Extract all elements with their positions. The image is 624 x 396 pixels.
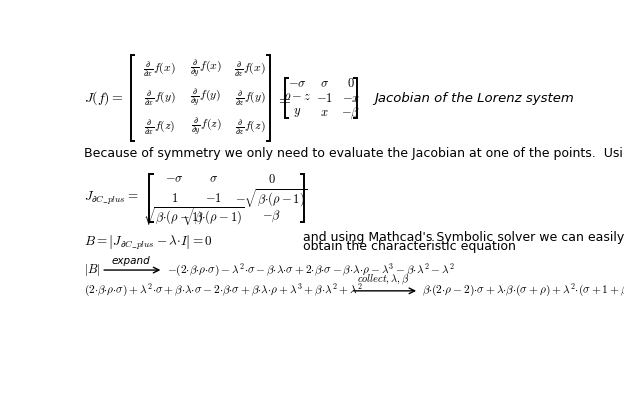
Text: $\sqrt{\beta{\cdot}(\rho-1)}$: $\sqrt{\beta{\cdot}(\rho-1)}$: [182, 205, 245, 228]
Text: $|B|$: $|B|$: [84, 262, 101, 278]
Text: $\beta{\cdot}(2{\cdot}\rho-2){\cdot}\sigma+\lambda{\cdot}\beta{\cdot}(\sigma+\rh: $\beta{\cdot}(2{\cdot}\rho-2){\cdot}\sig…: [422, 282, 624, 299]
Text: $-\sigma$: $-\sigma$: [288, 77, 307, 90]
Text: $0$: $0$: [347, 77, 354, 90]
Text: $-1$: $-1$: [205, 192, 222, 205]
Text: Jacobian of the Lorenz system: Jacobian of the Lorenz system: [374, 92, 574, 105]
Text: $\sqrt{\beta{\cdot}(\rho-1)}$: $\sqrt{\beta{\cdot}(\rho-1)}$: [144, 205, 207, 228]
Text: $\frac{\partial}{\partial y}f(z)$: $\frac{\partial}{\partial y}f(z)$: [190, 117, 222, 138]
Text: $y$: $y$: [293, 107, 301, 120]
Text: $\frac{\partial}{\partial z}f(y)$: $\frac{\partial}{\partial z}f(y)$: [235, 89, 265, 108]
Text: $\frac{\partial}{\partial y}f(y)$: $\frac{\partial}{\partial y}f(y)$: [190, 88, 222, 109]
Text: $\frac{\partial}{\partial y}f(x)$: $\frac{\partial}{\partial y}f(x)$: [190, 58, 222, 80]
Text: Because of symmetry we only need to evaluate the Jacobian at one of the points. : Because of symmetry we only need to eval…: [84, 147, 624, 160]
Text: $B=\left|J_{\partial C\_plus}-\lambda{\cdot}I\right|=0$: $B=\left|J_{\partial C\_plus}-\lambda{\c…: [84, 233, 213, 251]
Text: $0$: $0$: [268, 173, 276, 186]
Text: $-\beta$: $-\beta$: [341, 105, 360, 121]
Text: $\frac{\partial}{\partial x}f(y)$: $\frac{\partial}{\partial x}f(y)$: [144, 89, 175, 108]
Text: $-1$: $-1$: [316, 92, 333, 105]
Text: $x$: $x$: [320, 107, 329, 120]
Text: $-\sqrt{\beta{\cdot}(\rho-1)}$: $-\sqrt{\beta{\cdot}(\rho-1)}$: [235, 187, 308, 210]
Text: $1$: $1$: [171, 192, 178, 205]
Text: $\sigma$: $\sigma$: [209, 173, 218, 186]
Text: $collect , \lambda , \beta$: $collect , \lambda , \beta$: [357, 272, 409, 287]
Text: $-x$: $-x$: [342, 92, 360, 105]
Text: $\frac{\partial}{\partial x}f(z)$: $\frac{\partial}{\partial x}f(z)$: [144, 118, 175, 137]
Text: $=$: $=$: [276, 91, 291, 106]
Text: $(2{\cdot}\beta{\cdot}\rho{\cdot}\sigma)+\lambda^2{\cdot}\sigma+\beta{\cdot}\lam: $(2{\cdot}\beta{\cdot}\rho{\cdot}\sigma)…: [84, 282, 364, 299]
Text: $\frac{\partial}{\partial z}f(z)$: $\frac{\partial}{\partial z}f(z)$: [235, 118, 265, 137]
Text: $-\sigma$: $-\sigma$: [165, 173, 184, 186]
Text: $\rho-z$: $\rho-z$: [283, 91, 311, 105]
Text: $J(f)=$: $J(f)=$: [84, 89, 124, 107]
Text: obtain the characteristic equation: obtain the characteristic equation: [303, 240, 515, 253]
Text: $-\beta$: $-\beta$: [262, 208, 281, 224]
Text: $\frac{\partial}{\partial x}f(x)$: $\frac{\partial}{\partial x}f(x)$: [143, 60, 176, 78]
Text: $-(2{\cdot}\beta{\cdot}\rho{\cdot}\sigma)-\lambda^2{\cdot}\sigma-\beta{\cdot}\la: $-(2{\cdot}\beta{\cdot}\rho{\cdot}\sigma…: [167, 261, 456, 279]
Text: $\sigma$: $\sigma$: [320, 77, 329, 90]
Text: $\frac{\partial}{\partial z}f(x)$: $\frac{\partial}{\partial z}f(x)$: [234, 60, 266, 78]
Text: and using Mathcad's Symbolic solver we can easily: and using Mathcad's Symbolic solver we c…: [303, 231, 624, 244]
Text: expand: expand: [111, 256, 150, 266]
Text: $J_{\partial C\_plus}=$: $J_{\partial C\_plus}=$: [84, 190, 139, 207]
